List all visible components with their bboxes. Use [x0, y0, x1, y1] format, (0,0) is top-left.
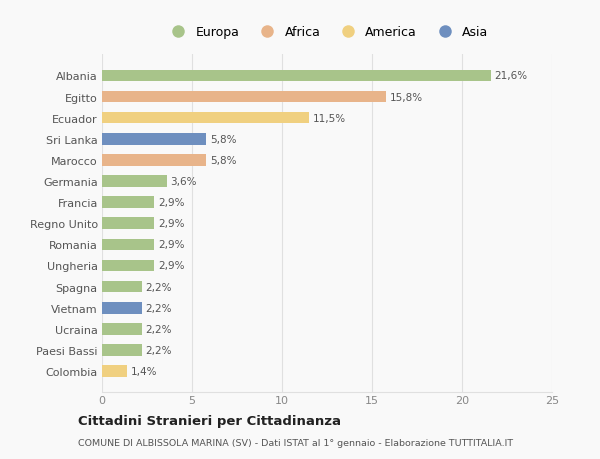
Text: 2,9%: 2,9% [158, 198, 184, 207]
Bar [102, 302, 142, 314]
Bar [102, 260, 154, 272]
Text: 21,6%: 21,6% [494, 71, 527, 81]
Bar [102, 239, 154, 251]
Bar [102, 365, 127, 377]
Bar [102, 281, 142, 293]
Text: Cittadini Stranieri per Cittadinanza: Cittadini Stranieri per Cittadinanza [78, 414, 341, 428]
Text: 3,6%: 3,6% [170, 177, 197, 187]
Text: 2,2%: 2,2% [145, 324, 172, 334]
Bar [102, 70, 491, 82]
Text: 2,2%: 2,2% [145, 303, 172, 313]
Text: 2,9%: 2,9% [158, 240, 184, 250]
Text: 2,9%: 2,9% [158, 219, 184, 229]
Bar [102, 176, 167, 187]
Legend: Europa, Africa, America, Asia: Europa, Africa, America, Asia [161, 21, 493, 44]
Bar [102, 218, 154, 230]
Text: COMUNE DI ALBISSOLA MARINA (SV) - Dati ISTAT al 1° gennaio - Elaborazione TUTTIT: COMUNE DI ALBISSOLA MARINA (SV) - Dati I… [78, 438, 513, 447]
Text: 1,4%: 1,4% [131, 366, 157, 376]
Text: 15,8%: 15,8% [390, 92, 423, 102]
Text: 5,8%: 5,8% [210, 134, 236, 145]
Text: 11,5%: 11,5% [313, 113, 346, 123]
Bar [102, 323, 142, 335]
Bar [102, 112, 309, 124]
Bar [102, 134, 206, 145]
Bar [102, 155, 206, 166]
Text: 2,9%: 2,9% [158, 261, 184, 271]
Text: 2,2%: 2,2% [145, 282, 172, 292]
Text: 5,8%: 5,8% [210, 156, 236, 166]
Bar [102, 344, 142, 356]
Text: 2,2%: 2,2% [145, 345, 172, 355]
Bar [102, 91, 386, 103]
Bar [102, 197, 154, 208]
